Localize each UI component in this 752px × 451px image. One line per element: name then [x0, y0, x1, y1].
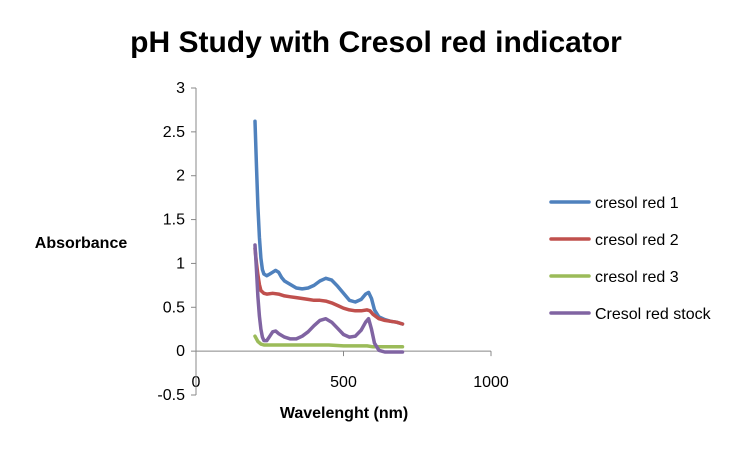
y-tick-label: 2	[176, 168, 185, 185]
legend-item: cresol red 2	[549, 232, 679, 249]
y-tick-label: 0	[176, 343, 185, 360]
legend-item: cresol red 1	[549, 195, 679, 212]
legend-item: Cresol red stock	[549, 306, 712, 323]
series-lines	[253, 119, 405, 354]
legend: cresol red 1 cresol red 2 cresol red 3 Cres…	[549, 195, 712, 323]
y-tick-label: -0.5	[157, 387, 185, 404]
y-tick-label: 0.5	[163, 299, 185, 316]
axes	[195, 88, 491, 395]
legend-label: cresol red 2	[595, 232, 679, 249]
legend-item: cresol red 3	[549, 269, 679, 286]
x-tick-labels: 0 500 1000	[192, 351, 509, 391]
y-tick-label: 3	[176, 80, 185, 97]
series-line-cresol-red-1	[253, 119, 405, 326]
series-line-cresol-red-3	[253, 334, 405, 349]
y-tick-label: 2.5	[163, 124, 185, 141]
y-tick-label: 1	[176, 255, 185, 272]
legend-label: cresol red 1	[595, 195, 679, 212]
y-axis-title: Absorbance	[35, 235, 128, 252]
x-tick-label: 1000	[473, 374, 509, 391]
y-tick-label: 1.5	[163, 212, 185, 229]
series-line-cresol-red-2	[253, 246, 405, 326]
series-line-cresol-red-stock	[253, 243, 405, 354]
legend-label: cresol red 3	[595, 269, 679, 286]
x-tick-label: 500	[330, 374, 357, 391]
x-axis-title: Wavelenght (nm)	[280, 405, 408, 422]
legend-label: Cresol red stock	[595, 306, 712, 323]
y-tick-labels: -0.5 0 0.5 1 1.5 2 2.5 3	[157, 80, 196, 404]
chart-title: pH Study with Cresol red indicator	[130, 26, 622, 59]
